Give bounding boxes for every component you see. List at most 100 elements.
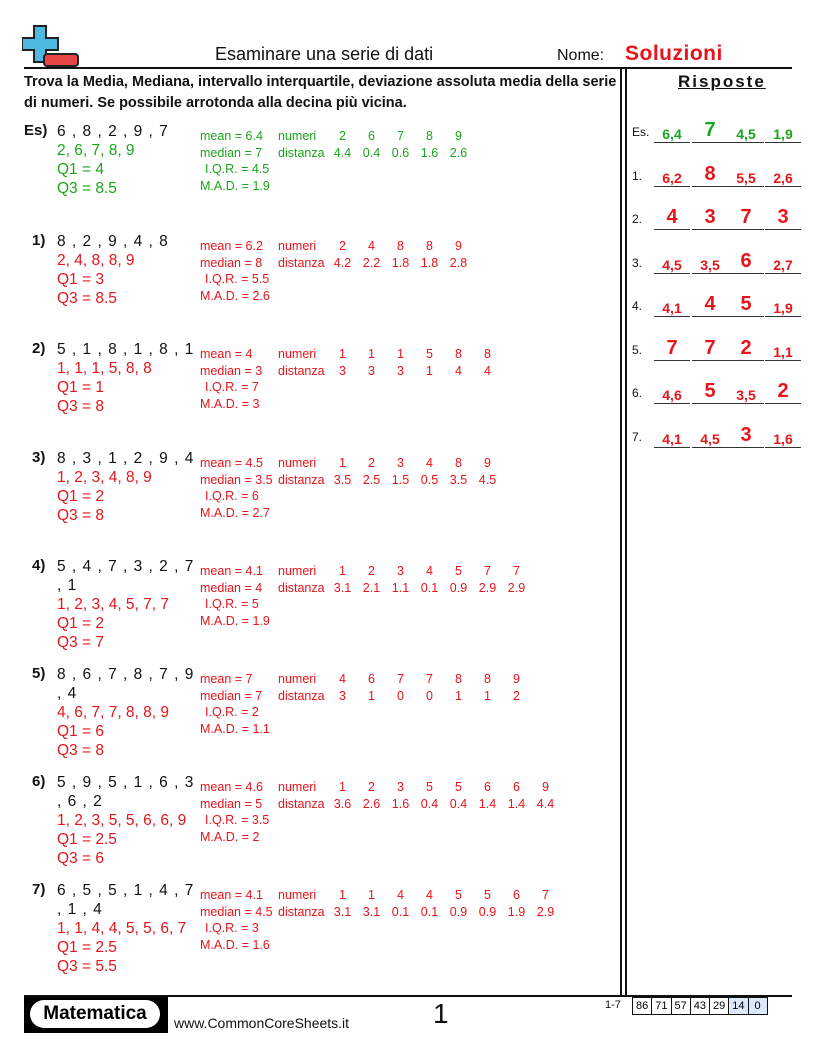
problem-q1: Q1 = 6 xyxy=(57,723,104,740)
distanza-row: median = 7 distanza 4.4 0.4 0.6 1.6 2.6 xyxy=(200,145,473,162)
distanza-value: 1.5 xyxy=(391,472,410,487)
data-set: 5 , 1 , 8 , 1 , 8 , 1 xyxy=(57,341,195,358)
iqr-value: I.Q.R. = 7 xyxy=(205,380,259,394)
statistics: mean = 6.4 numeri 2 6 7 8 9 median = 7 distanza 4… xyxy=(200,128,473,194)
numeri-value: 7 xyxy=(397,672,404,686)
numeri-value: 8 xyxy=(455,456,462,470)
distanza-value: 4 xyxy=(455,363,462,378)
answer-value: 3 xyxy=(765,206,801,230)
numeri-value: 9 xyxy=(542,780,549,794)
score-cell: 86 xyxy=(633,997,653,1015)
problem-sorted: 4, 6, 7, 7, 8, 8, 9 xyxy=(57,704,170,721)
answer-row: 3. 4,5 3,5 6 2,7 xyxy=(632,244,801,274)
problem-label: 5) xyxy=(32,665,46,682)
name-value: Soluzioni xyxy=(625,42,723,65)
score-range: 1-7 xyxy=(605,999,621,1011)
numeri-value: 8 xyxy=(426,129,433,143)
problem-label: 6) xyxy=(32,773,46,790)
distanza-value: 0.6 xyxy=(391,145,410,160)
problem-sorted: 1, 1, 1, 5, 8, 8 xyxy=(57,360,152,377)
numeri-value: 7 xyxy=(513,564,520,578)
distanza-value: 2 xyxy=(513,688,520,703)
median-value: median = 8 xyxy=(200,255,263,270)
numeri-value: 5 xyxy=(455,888,462,902)
distanza-value: 1.4 xyxy=(478,796,497,811)
statistics: mean = 4.1 numeri 1 1 4 4 5 5 6 7 median = 4.5 dist… xyxy=(200,887,560,953)
numeri-value: 8 xyxy=(397,239,404,253)
answer-value: 7 xyxy=(654,337,690,361)
problem-label: 1) xyxy=(32,232,46,249)
answer-value: 6,2 xyxy=(654,170,690,187)
numeri-value: 4 xyxy=(368,239,375,253)
numeri-label: numeri xyxy=(278,347,317,361)
data-set: 6 , 8 , 2 , 9 , 7 xyxy=(57,123,169,140)
answer-value: 4,5 xyxy=(692,431,728,448)
score-cell: 43 xyxy=(690,997,710,1015)
header-divider xyxy=(24,67,792,69)
answer-value: 5,5 xyxy=(728,170,764,187)
answer-value: 1,9 xyxy=(765,300,801,317)
problem-q1: Q1 = 4 xyxy=(57,161,104,178)
distanza-value: 4.5 xyxy=(478,472,497,487)
numeri-label: numeri xyxy=(278,564,317,578)
median-value: median = 4 xyxy=(200,580,263,595)
distanza-value: 3.6 xyxy=(333,796,352,811)
answer-value: 4,5 xyxy=(654,257,690,274)
problem-q3: Q3 = 7 xyxy=(57,634,104,651)
distanza-value: 0.4 xyxy=(449,796,468,811)
numeri-value: 2 xyxy=(339,239,346,253)
numeri-value: 1 xyxy=(339,564,346,578)
numeri-value: 9 xyxy=(455,129,462,143)
distanza-value: 4 xyxy=(484,363,491,378)
statistics: mean = 6.2 numeri 2 4 8 8 9 median = 8 distanza 4… xyxy=(200,238,473,304)
distanza-value: 1.1 xyxy=(391,580,410,595)
distanza-value: 0.1 xyxy=(391,904,410,919)
mad-value: M.A.D. = 2.6 xyxy=(200,288,270,303)
answer-value: 4 xyxy=(654,206,690,230)
distanza-value: 2.2 xyxy=(362,255,381,270)
numeri-value: 6 xyxy=(513,780,520,794)
answer-value: 5 xyxy=(728,293,764,317)
problem-sorted: 2, 6, 7, 8, 9 xyxy=(57,142,135,159)
brand-label: Matematica xyxy=(30,1000,160,1028)
answer-row: 4. 4,1 4 5 1,9 xyxy=(632,287,801,317)
answer-value: 4,1 xyxy=(654,300,690,317)
problem-q3: Q3 = 8.5 xyxy=(57,180,117,197)
problem: 1) 8 , 2 , 9 , 4 , 8 2, 4, 8, 8, 9 Q1 = 3 Q3… xyxy=(0,232,615,340)
numeri-row: mean = 4.5 numeri 1 2 3 4 8 9 xyxy=(200,455,502,472)
problem-work: 5 , 1 , 8 , 1 , 8 , 1 1, 1, 1, 5, 8, 8 Q1 … xyxy=(57,340,202,416)
numeri-value: 2 xyxy=(368,780,375,794)
numeri-row: mean = 4.6 numeri 1 2 3 5 5 6 6 9 xyxy=(200,779,560,796)
distanza-value: 3.1 xyxy=(362,904,381,919)
score-cell: 29 xyxy=(710,997,730,1015)
answer-row: Es. 6,4 7 4,5 1,9 xyxy=(632,113,801,143)
numeri-value: 9 xyxy=(513,672,520,686)
problem-work: 5 , 4 , 7 , 3 , 2 , 7 , 1 1, 2, 3, 4, 5, … xyxy=(57,557,202,652)
distanza-value: 1.8 xyxy=(391,255,410,270)
distanza-value: 2.6 xyxy=(449,145,468,160)
problem-sorted: 2, 4, 8, 8, 9 xyxy=(57,252,135,269)
numeri-value: 7 xyxy=(484,564,491,578)
median-value: median = 7 xyxy=(200,688,263,703)
distanza-label: distanza xyxy=(278,904,325,919)
worksheet-title: Esaminare una serie di dati xyxy=(215,44,434,64)
distanza-value: 2.9 xyxy=(536,904,555,919)
distanza-value: 2.1 xyxy=(362,580,381,595)
numeri-value: 7 xyxy=(542,888,549,902)
numeri-row: mean = 6.2 numeri 2 4 8 8 9 xyxy=(200,238,473,255)
numeri-value: 6 xyxy=(484,780,491,794)
data-set: 5 , 9 , 5 , 1 , 6 , 3 , 6 , 2 xyxy=(57,774,195,810)
answer-value: 7 xyxy=(728,206,764,230)
answer-value: 4 xyxy=(692,293,728,317)
statistics: mean = 4.5 numeri 1 2 3 4 8 9 median = 3.5 distan… xyxy=(200,455,502,521)
iqr-value: I.Q.R. = 2 xyxy=(205,705,259,719)
problem: 7) 6 , 5 , 5 , 1 , 4 , 7 , 1 , 4 1, 1, 4, … xyxy=(0,881,615,989)
answer-value: 2,7 xyxy=(765,257,801,274)
numeri-value: 4 xyxy=(426,564,433,578)
answer-row: 5. 7 7 2 1,1 xyxy=(632,331,801,361)
distanza-value: 0.9 xyxy=(449,904,468,919)
problem-sorted: 1, 2, 3, 4, 5, 7, 7 xyxy=(57,596,170,613)
numeri-value: 8 xyxy=(455,347,462,361)
distanza-label: distanza xyxy=(278,145,325,160)
